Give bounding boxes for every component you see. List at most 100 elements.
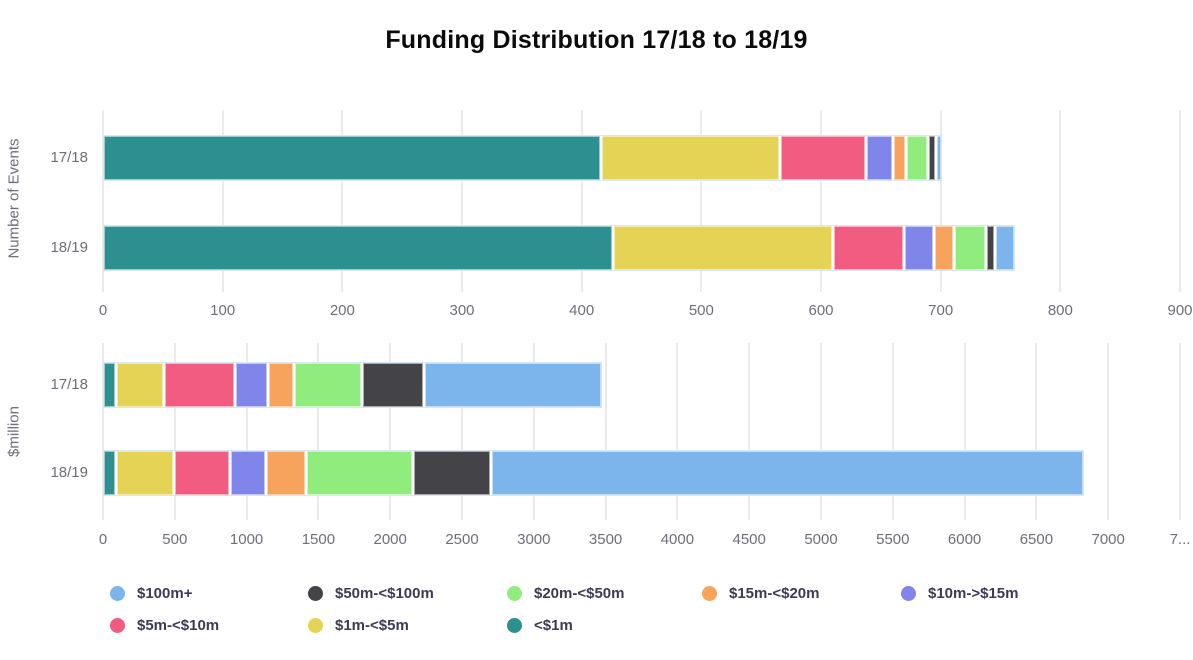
legend-item[interactable]: $1m-<$5m — [308, 614, 409, 636]
category-label: 17/18 — [50, 376, 88, 393]
x-tick-label: 500 — [688, 302, 714, 319]
legend-item[interactable]: <$1m — [507, 614, 573, 636]
x-tick-label: 500 — [162, 531, 188, 548]
bar-segment[interactable] — [104, 226, 612, 270]
grid-line — [461, 110, 463, 292]
stacked-bar-18-19 — [103, 450, 1084, 496]
grid-line — [389, 343, 392, 520]
grid-line — [317, 343, 320, 520]
grid-line — [245, 343, 248, 520]
bar-segment[interactable] — [114, 451, 173, 495]
bar-segment[interactable] — [993, 226, 1014, 270]
legend-item[interactable]: $100m+ — [110, 582, 192, 604]
legend-item-label: $100m+ — [137, 584, 193, 602]
bar-segment[interactable] — [926, 136, 935, 180]
bar-segment[interactable] — [305, 451, 413, 495]
bar-segment[interactable] — [934, 136, 941, 180]
x-tick-label: 900 — [1167, 302, 1193, 319]
bar-segment[interactable] — [412, 451, 491, 495]
grid-line — [676, 343, 679, 520]
grid-line — [1035, 343, 1038, 520]
legend-marker-icon — [308, 585, 323, 601]
bar-segment[interactable] — [104, 136, 600, 180]
grid-line — [939, 110, 942, 292]
grid-line — [820, 110, 822, 292]
bar-segment[interactable] — [490, 451, 1083, 495]
x-tick-label: 0 — [98, 302, 108, 319]
stacked-bar-17-18 — [103, 362, 602, 408]
bar-segment[interactable] — [599, 136, 779, 180]
y-axis-title: Number of Events — [5, 138, 23, 259]
legend-item-label: $50m-<$100m — [335, 584, 434, 602]
x-tick-label: 1000 — [229, 531, 264, 548]
grid-line — [1179, 110, 1181, 292]
x-tick-label: 200 — [329, 302, 355, 319]
bar-segment[interactable] — [104, 363, 116, 407]
x-tick-label: 6000 — [947, 531, 982, 548]
bar-segment[interactable] — [932, 226, 954, 270]
category-label: 18/19 — [50, 239, 88, 256]
grid-line — [1179, 343, 1181, 520]
grid-line — [1059, 110, 1062, 292]
category-label: 18/19 — [50, 464, 88, 481]
x-tick-label: 7... — [1169, 531, 1191, 548]
x-tick-label: 100 — [210, 302, 236, 319]
legend-marker-icon — [702, 585, 717, 601]
grid-line — [748, 343, 751, 520]
bar-segment[interactable] — [267, 363, 293, 407]
bar-segment[interactable] — [104, 451, 115, 495]
legend-marker-icon — [901, 585, 916, 601]
legend-item[interactable]: $20m-<$50m — [507, 582, 624, 604]
legend-item[interactable]: $10m->$15m — [901, 582, 1018, 604]
x-tick-label: 600 — [808, 302, 834, 319]
bar-segment[interactable] — [228, 451, 266, 495]
grid-line — [891, 343, 894, 520]
legend-marker-icon — [308, 617, 323, 633]
grid-line — [102, 110, 104, 292]
legend-item[interactable]: $5m-<$10m — [110, 614, 219, 636]
bar-segment[interactable] — [953, 226, 986, 270]
bar-segment[interactable] — [422, 363, 601, 407]
x-tick-label: 3500 — [588, 531, 623, 548]
x-tick-label: 4000 — [660, 531, 695, 548]
bar-segment[interactable] — [234, 363, 268, 407]
bar-segment[interactable] — [892, 136, 906, 180]
legend-marker-icon — [110, 617, 125, 633]
bar-segment[interactable] — [985, 226, 994, 270]
x-tick-label: 5000 — [804, 531, 838, 548]
grid-line — [700, 110, 703, 292]
bar-segment[interactable] — [832, 226, 903, 270]
grid-line — [532, 343, 535, 520]
bar-segment[interactable] — [172, 451, 229, 495]
legend-item[interactable]: $50m-<$100m — [308, 582, 434, 604]
x-tick-label: 400 — [569, 302, 595, 319]
legend-item-label: $15m-<$20m — [729, 584, 820, 602]
grid-line — [341, 110, 344, 292]
x-tick-label: 5500 — [876, 531, 910, 548]
bar-segment[interactable] — [778, 136, 865, 180]
grid-line — [173, 343, 176, 520]
x-tick-label: 2000 — [373, 531, 407, 548]
bar-segment[interactable] — [361, 363, 423, 407]
bar-segment[interactable] — [292, 363, 362, 407]
grid-line — [604, 343, 607, 520]
y-axis-title: $million — [5, 406, 23, 457]
x-tick-label: 2500 — [445, 531, 479, 548]
legend-item-label: $20m-<$50m — [534, 584, 625, 602]
bar-segment[interactable] — [115, 363, 163, 407]
x-tick-label: 800 — [1047, 302, 1073, 319]
stacked-bar-18-19 — [103, 225, 1015, 271]
bar-segment[interactable] — [611, 226, 833, 270]
x-tick-label: 4500 — [732, 531, 766, 548]
x-tick-label: 300 — [449, 302, 475, 319]
bar-segment[interactable] — [902, 226, 933, 270]
legend-marker-icon — [507, 585, 522, 601]
bar-segment[interactable] — [162, 363, 235, 407]
legend-marker-icon — [110, 585, 125, 601]
legend-item-label: $10m->$15m — [928, 584, 1019, 602]
bar-segment[interactable] — [864, 136, 892, 180]
bar-segment[interactable] — [265, 451, 306, 495]
bar-segment[interactable] — [905, 136, 927, 180]
legend-item-label: $1m-<$5m — [335, 616, 409, 634]
legend-item[interactable]: $15m-<$20m — [702, 582, 819, 604]
